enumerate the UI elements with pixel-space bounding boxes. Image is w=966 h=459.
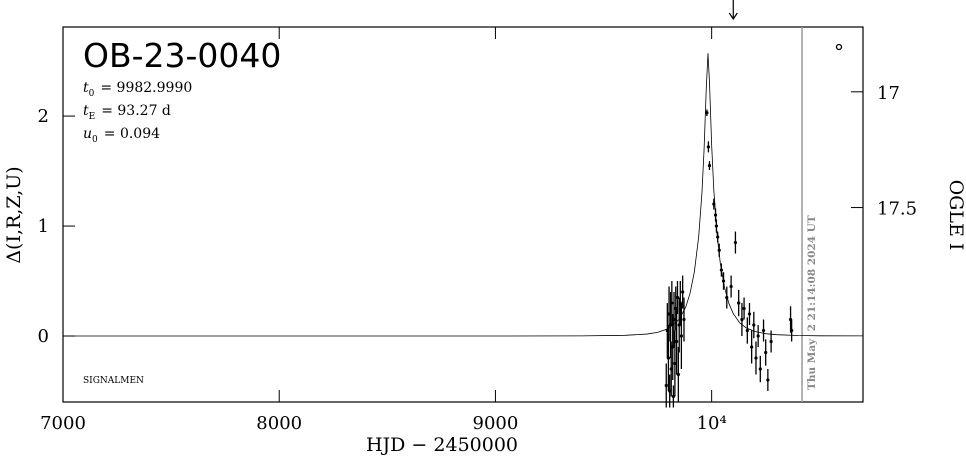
marker-o (835, 43, 843, 51)
x-tick-label: 9000 (473, 413, 519, 434)
data-point (742, 306, 746, 311)
data-point (737, 301, 741, 305)
data-point (717, 248, 721, 252)
x-tick-label: 8000 (256, 413, 302, 434)
data-point (713, 213, 718, 217)
data-point (676, 372, 680, 377)
data-point (719, 268, 723, 272)
data-point (668, 389, 672, 393)
data-point (671, 394, 675, 399)
plot-frame (62, 26, 864, 403)
param-symbol: t (83, 80, 89, 96)
data-point (754, 356, 758, 360)
param-value: = 0.094 (104, 126, 160, 142)
param-symbol: u (83, 126, 92, 142)
param-value: = 9982.9990 (100, 80, 192, 96)
data-point (712, 202, 716, 206)
data-point (675, 295, 680, 300)
data-point (679, 334, 683, 338)
param-subscript: 0 (89, 89, 95, 99)
param-subscript: 0 (92, 135, 98, 145)
y-tick-label: 0 (38, 326, 49, 347)
data-point (714, 224, 719, 228)
data-point (681, 290, 685, 294)
data-point (747, 312, 752, 316)
data-point (745, 328, 749, 333)
data-point (721, 279, 726, 283)
param-subscript: E (89, 112, 96, 122)
data-point (664, 383, 668, 388)
data-point (769, 339, 773, 344)
y2-axis-label: OGLE I (945, 180, 966, 251)
y-axis-label: Δ(I,R,Z,U) (3, 166, 25, 263)
x-tick-label: 10⁴ (697, 413, 727, 434)
arrow (728, 0, 738, 21)
data-point (766, 378, 770, 382)
x-tick-label: 7000 (40, 413, 86, 434)
data-point (750, 345, 754, 349)
data-point (672, 317, 676, 322)
x-axis-label: HJD − 2450000 (366, 434, 518, 456)
data-point (733, 240, 738, 245)
footer: SIGNALMEN (83, 376, 144, 386)
param-symbol: t (83, 103, 89, 119)
data-point (790, 328, 794, 333)
data-point (752, 323, 756, 327)
data-point (667, 312, 671, 316)
data-point (758, 367, 762, 371)
data-point (740, 317, 744, 322)
data-point (673, 361, 677, 366)
data-point (682, 317, 686, 322)
timestamp: Thu May 2 21:14:08 2024 UT (806, 215, 818, 390)
y2-tick-label: 17 (877, 83, 900, 104)
chart-title: OB-23-0040 (83, 36, 281, 75)
data-point (670, 301, 674, 305)
y-tick-label: 2 (38, 106, 49, 127)
data-point (707, 163, 712, 168)
data-point (729, 284, 733, 289)
data-point (666, 356, 671, 360)
data-point (756, 334, 760, 338)
y2-tick-label: 17.5 (877, 199, 917, 220)
parameter: u0 = 0.094 (83, 126, 160, 145)
param-value: = 93.27 d (101, 103, 171, 119)
data-point (705, 111, 709, 115)
data-point (761, 328, 766, 333)
data-point (669, 367, 673, 371)
model-curve (63, 53, 864, 337)
data-point (675, 339, 679, 344)
data-point (706, 145, 711, 149)
data-point (725, 295, 729, 300)
parameter: tE = 93.27 d (83, 103, 171, 122)
data-point (716, 235, 720, 239)
data-point (764, 350, 768, 355)
y-tick-label: 1 (38, 216, 49, 237)
parameter: t0 = 9982.9990 (83, 80, 192, 99)
